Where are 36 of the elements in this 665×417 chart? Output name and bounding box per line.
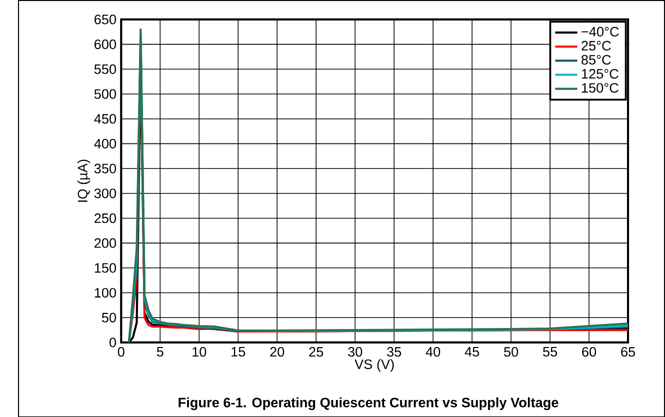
x-tick-label: 30 [348, 346, 362, 357]
x-axis-title: VS (V) [354, 358, 394, 372]
x-tick-label: 50 [504, 346, 518, 357]
x-tick-label: 40 [426, 346, 440, 357]
x-tick-label: 35 [387, 346, 402, 357]
y-tick-label: 450 [94, 114, 116, 124]
legend-label: 125°C [582, 68, 618, 78]
y-axis-title: IQ (µA) [77, 160, 90, 202]
x-tick-label: 55 [543, 346, 558, 356]
x-tick-label: 15 [232, 346, 246, 356]
x-tick-label: 0 [118, 346, 124, 357]
x-tick-label: 60 [582, 346, 596, 357]
y-tick-label: 150 [94, 262, 116, 273]
y-tick-label: 250 [94, 213, 116, 223]
x-tick-label: 20 [270, 346, 284, 357]
y-tick-label: 650 [94, 14, 116, 24]
legend-label: 85°C [582, 54, 611, 64]
x-tick-label: 65 [621, 346, 636, 357]
y-tick-label: 0 [110, 337, 116, 348]
legend-label: −40°C [582, 26, 619, 36]
y-tick-label: 300 [94, 188, 116, 198]
legend-label: 25°C [582, 40, 611, 50]
y-tick-label: 550 [94, 64, 116, 74]
y-tick-label: 400 [94, 138, 116, 148]
y-tick-label: 500 [94, 89, 116, 99]
x-tick-label: 45 [464, 346, 480, 356]
x-tick-label: 10 [192, 346, 206, 357]
y-tick-label: 600 [94, 39, 116, 49]
y-tick-label: 50 [102, 312, 116, 322]
y-tick-label: 100 [94, 288, 116, 298]
x-tick-label: 5 [156, 346, 164, 356]
legend-label: 150°C [582, 82, 618, 93]
y-tick-label: 350 [94, 164, 116, 174]
text: Figure 6-1. Operating Quiescent Current vs Supply Voltage [178, 397, 558, 410]
y-tick-label: 200 [94, 238, 116, 248]
x-tick-label: 25 [309, 346, 324, 357]
